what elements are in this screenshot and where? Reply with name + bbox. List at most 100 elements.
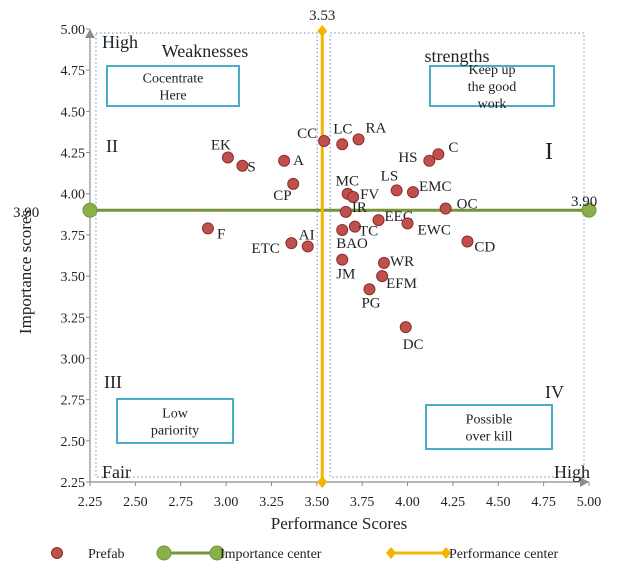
y-axis-arrow [85, 29, 95, 38]
x-tick-label: 3.00 [214, 495, 239, 510]
low-priority-box-text: Low [162, 407, 189, 422]
right-quadrant-border [329, 32, 585, 478]
quadrant-II-label: II [106, 136, 118, 156]
data-point: EMC [406, 179, 452, 199]
low-priority-box-frame [116, 398, 234, 444]
overkill-box-text: Possible [466, 413, 513, 428]
left-quadrant-border [95, 32, 318, 478]
data-point-marker [372, 214, 385, 227]
data-point-label: JM [336, 267, 355, 283]
data-point-marker [406, 186, 419, 199]
data-point: TC [348, 220, 378, 240]
data-point-marker [336, 138, 349, 151]
data-point-marker [461, 235, 474, 248]
data-point: WR [377, 254, 414, 270]
data-point-label: OC [457, 197, 478, 213]
data-point-label: AI [299, 227, 315, 243]
axes [85, 29, 589, 487]
data-point-marker [278, 154, 291, 167]
data-point-label: DC [403, 337, 424, 353]
y-tick-label: 4.25 [61, 147, 86, 162]
legend-prefab-label: Prefab [88, 547, 125, 562]
data-point-label: FV [360, 187, 379, 203]
keep-up-box: Keep up the good work [429, 63, 555, 112]
performance-center-label: 3.53 [309, 8, 335, 24]
data-point-marker [401, 217, 414, 230]
legend-prefab-marker [51, 547, 63, 559]
quadrant-borders [95, 32, 585, 478]
data-point: RA [352, 120, 387, 146]
data-point-label: ETC [251, 241, 279, 257]
keep-up-box-text: work [478, 97, 507, 112]
data-point-marker [399, 321, 412, 334]
center-lines: 3.90 3.90 3.53 [13, 8, 597, 488]
x-tick-label: 2.50 [123, 495, 148, 510]
legend-importance-marker [156, 545, 172, 561]
data-point-label: BAO [336, 236, 368, 252]
data-point-marker [236, 159, 249, 172]
data-point-label: IR [352, 200, 367, 216]
data-point-label: EMC [419, 179, 452, 195]
keep-up-box-text: the good [468, 80, 517, 95]
concentrate-here-box-text: Here [159, 89, 186, 104]
data-point-label: S [247, 160, 255, 176]
data-point-marker [285, 237, 298, 250]
legend-importance-marker [209, 545, 225, 561]
x-tick-label: 3.50 [305, 495, 330, 510]
data-point-marker [339, 205, 352, 218]
keep-up-box-frame [429, 65, 555, 107]
data-point-label: WR [390, 254, 414, 270]
data-point: OC [439, 197, 478, 215]
legend-importance-label: Importance center [220, 547, 322, 562]
x-tick-label: 2.75 [168, 495, 193, 510]
data-point-label: CP [273, 188, 291, 204]
y-axis-title: Importance scores [16, 210, 35, 334]
data-point-marker [336, 223, 349, 236]
data-point: EWC [401, 217, 451, 238]
performance-center-marker [317, 25, 328, 37]
y-tick-label: 3.75 [61, 229, 86, 244]
data-point-marker [439, 202, 452, 215]
data-point: IR [339, 200, 367, 218]
data-point: EFM [376, 270, 417, 292]
legend-performance-label: Performance center [449, 547, 559, 562]
data-point-marker [352, 133, 365, 146]
data-point-label: A [293, 153, 304, 169]
data-point-marker [377, 256, 390, 269]
high-label-top-left: High [102, 32, 138, 52]
data-point: F [201, 222, 225, 242]
x-tick-label: 4.00 [395, 495, 420, 510]
data-point-marker [347, 191, 360, 204]
data-point-label: F [217, 226, 225, 242]
data-point: CC [297, 126, 331, 148]
legend-performance-marker [386, 547, 396, 559]
data-point-label: C [448, 140, 458, 156]
y-tick-label: 2.50 [61, 435, 86, 450]
keep-up-box-text: Keep up [468, 63, 515, 78]
data-point-marker [336, 253, 349, 266]
legend: Prefab Importance center Performance cente… [51, 545, 559, 562]
x-tick-label: 5.00 [577, 495, 602, 510]
y-tick-label: 3.50 [61, 270, 86, 285]
importance-center-label: 3.90 [13, 205, 39, 221]
importance-center-label: 3.90 [571, 194, 597, 210]
data-point: CP [273, 177, 300, 204]
data-point: JM [336, 253, 355, 283]
importance-center-marker [82, 202, 98, 218]
data-point: PG [361, 283, 381, 311]
high-label-bottom-right: High [554, 462, 590, 482]
y-tick-label: 3.25 [61, 311, 86, 326]
data-point-marker [390, 184, 403, 197]
x-tick-label: 3.25 [259, 495, 284, 510]
x-tick-label: 4.75 [531, 495, 556, 510]
data-point: HS [398, 150, 436, 167]
concentrate-here-box-frame [106, 65, 240, 107]
y-tick-label: 4.00 [61, 188, 86, 203]
data-point: BAO [336, 223, 368, 252]
concentrate-here-box: Cocentrate Here [106, 65, 240, 107]
data-point: ETC [251, 237, 298, 257]
data-point: LS [381, 168, 403, 197]
low-priority-box-text: pariority [151, 424, 199, 439]
